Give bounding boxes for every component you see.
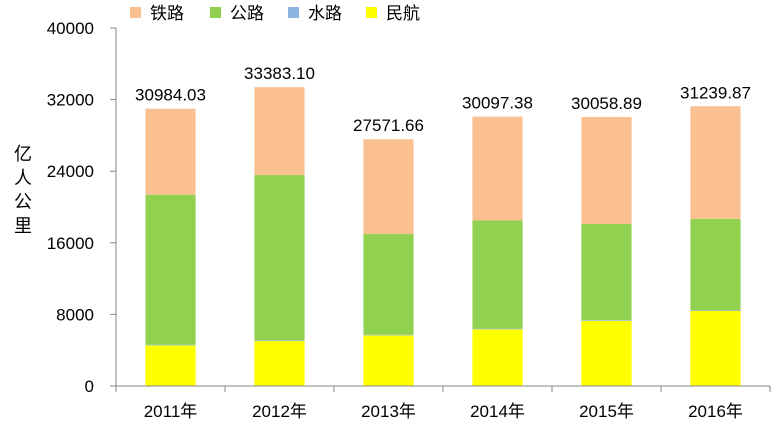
x-tick-label: 2016年 [688, 402, 743, 421]
legend: 铁路 公路 水路 民航 [130, 4, 420, 23]
legend-swatch [366, 7, 377, 18]
legend-swatch [130, 7, 141, 18]
legend-label: 铁路 [150, 4, 184, 23]
bar-segment [363, 139, 414, 235]
legend-label: 公路 [230, 4, 264, 23]
bars: 30984.03 33383.10 27571.66 30097.38 30058.89… [135, 64, 751, 386]
legend-label: 水路 [308, 4, 342, 23]
bar-total-label: 33383.10 [244, 64, 315, 83]
bar-segment [472, 328, 523, 330]
y-tick-label: 24000 [47, 162, 94, 181]
bar-segment [472, 116, 523, 221]
bar-segment [581, 116, 632, 225]
bar-segment [581, 224, 632, 321]
bar-total-label: 31239.87 [680, 83, 751, 102]
bar-segment [363, 335, 414, 386]
bar-total-label: 30058.89 [571, 94, 642, 113]
bar-segment [254, 340, 305, 342]
x-tick-label: 2013年 [361, 402, 416, 421]
bar-segment [690, 218, 741, 311]
x-tick-label: 2015年 [579, 402, 634, 421]
bar-segment [145, 344, 196, 346]
x-tick-label: 2011年 [144, 402, 198, 421]
bar-total-label: 27571.66 [353, 116, 424, 135]
bar-segment [145, 194, 196, 345]
y-axis-label-char: 人 [14, 168, 32, 188]
legend-swatch [288, 7, 299, 18]
x-tick-label: 2014年 [470, 402, 525, 421]
y-tick-label: 40000 [47, 19, 94, 38]
x-axis: 2011年 2012年 2013年 2014年 2015年 2016年 [115, 385, 771, 421]
bar-segment [363, 234, 414, 335]
bar-segment [581, 320, 632, 386]
y-axis-label-char: 亿 [14, 144, 32, 164]
bar-segment [581, 320, 632, 321]
legend-label: 民航 [386, 4, 420, 23]
bar-total-label: 30984.03 [135, 86, 206, 105]
bar-segment [690, 106, 741, 219]
bar-segment [254, 87, 305, 176]
bar-segment [363, 334, 414, 336]
y-tick-label: 32000 [47, 91, 94, 110]
bar-total-label: 30097.38 [462, 94, 533, 113]
y-axis-label-char: 里 [14, 216, 32, 236]
bar-segment [690, 310, 741, 312]
y-tick-label: 0 [85, 377, 94, 396]
y-axis-label: 亿人公里 [14, 144, 32, 236]
bar-segment [472, 329, 523, 386]
y-tick-label: 16000 [47, 234, 94, 253]
bar-segment [690, 311, 741, 386]
bar-segment [472, 220, 523, 329]
y-tick-label: 8000 [56, 305, 94, 324]
bar-segment [145, 345, 196, 386]
bar-segment [145, 108, 196, 195]
bar-segment [254, 341, 305, 386]
bar-segment [254, 175, 305, 341]
x-tick-label: 2012年 [252, 402, 307, 421]
y-axis: 0 8000 16000 24000 32000 40000 [47, 19, 117, 396]
y-axis-label-char: 公 [14, 192, 32, 212]
legend-swatch [210, 7, 221, 18]
